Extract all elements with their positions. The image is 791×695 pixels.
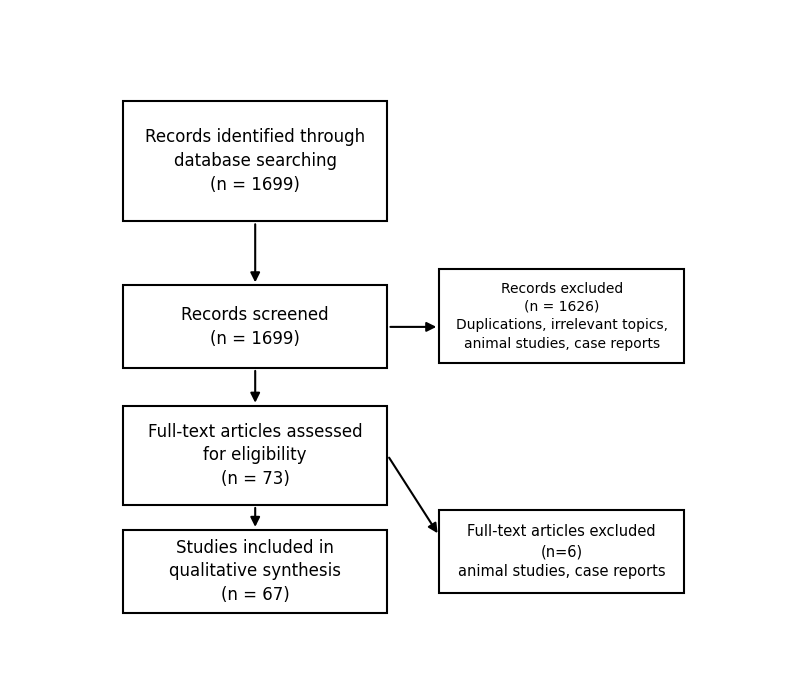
Text: Full-text articles assessed
for eligibility
(n = 73): Full-text articles assessed for eligibil… (148, 423, 362, 488)
Text: Records excluded
(n = 1626)
Duplications, irrelevant topics,
animal studies, cas: Records excluded (n = 1626) Duplications… (456, 281, 668, 351)
Text: Records screened
(n = 1699): Records screened (n = 1699) (181, 306, 329, 348)
Bar (439, 510, 684, 593)
Text: Full-text articles excluded
(n=6)
animal studies, case reports: Full-text articles excluded (n=6) animal… (458, 524, 665, 579)
Bar (123, 406, 387, 505)
Bar (123, 530, 387, 613)
Text: Studies included in
qualitative synthesis
(n = 67): Studies included in qualitative synthesi… (169, 539, 341, 604)
Text: Records identified through
database searching
(n = 1699): Records identified through database sear… (145, 129, 365, 194)
Bar (123, 286, 387, 368)
Bar (123, 101, 387, 221)
Bar (439, 270, 684, 363)
